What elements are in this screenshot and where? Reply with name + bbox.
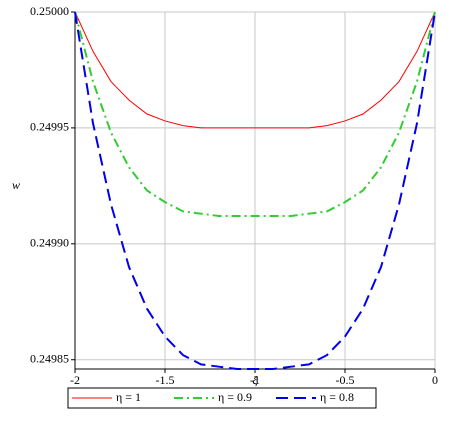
legend-label: η = 1 bbox=[116, 390, 141, 404]
series-line bbox=[74, 11, 436, 217]
x-tick-label: -1 bbox=[250, 373, 260, 387]
y-tick-label: 0.25000 bbox=[30, 4, 69, 18]
legend-box bbox=[67, 387, 377, 409]
y-tick-label: 0.24995 bbox=[30, 120, 69, 134]
x-tick-label: -0.5 bbox=[336, 373, 355, 387]
x-tick-label: -1.5 bbox=[156, 373, 175, 387]
legend-label: η = 0.8 bbox=[320, 390, 354, 404]
y-axis-label: w bbox=[12, 178, 20, 192]
legend-label: η = 0.9 bbox=[218, 390, 252, 404]
y-tick-label: 0.24985 bbox=[30, 351, 69, 365]
x-tick-label: -2 bbox=[70, 373, 80, 387]
series-line bbox=[74, 11, 436, 370]
x-tick-label: 0 bbox=[432, 373, 438, 387]
series-line bbox=[74, 11, 436, 129]
y-tick-label: 0.24990 bbox=[30, 236, 69, 250]
x-axis-label: ξ bbox=[252, 373, 258, 387]
